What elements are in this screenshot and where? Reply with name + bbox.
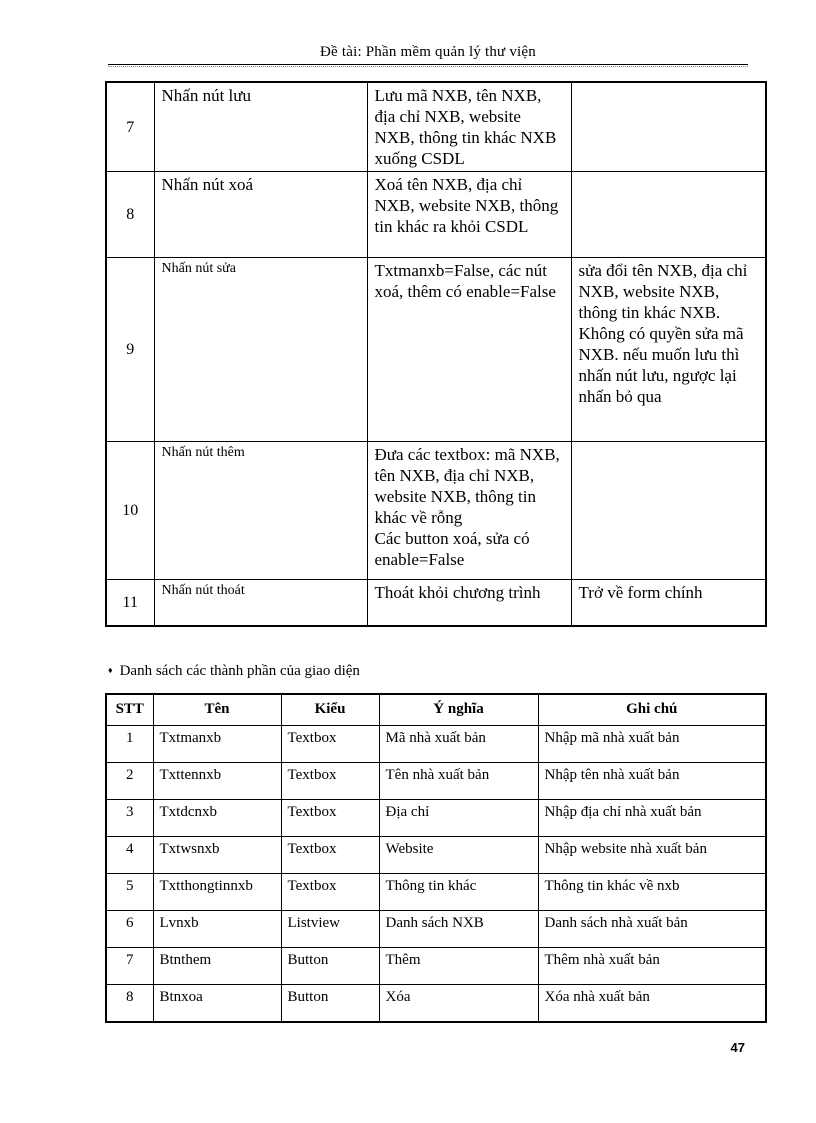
col-header-ynghia: Ý nghĩa — [378, 693, 539, 726]
table-row: 9 Nhấn nút sửa Txtmanxb=False, các nút x… — [105, 257, 767, 442]
cell-ynghia: Danh sách NXB — [378, 910, 539, 948]
cell-stt: 8 — [105, 984, 154, 1022]
col-header-ghichu: Ghi chú — [537, 693, 767, 726]
cell-ten: Txttennxb — [152, 762, 282, 800]
cell-kieu: Listview — [280, 910, 380, 948]
cell-kieu: Textbox — [280, 836, 380, 874]
actions-table: 7 Nhấn nút lưu Lưu mã NXB, tên NXB, địa … — [105, 81, 767, 627]
section-title: Danh sách các thành phần của giao diện — [119, 662, 360, 679]
cell-note — [570, 441, 767, 580]
cell-ten: Btnxoa — [152, 984, 282, 1022]
cell-stt: 2 — [105, 762, 154, 800]
cell-ghichu: Nhập địa chỉ nhà xuất bản — [537, 799, 767, 837]
cell-ten: Btnthem — [152, 947, 282, 985]
cell-ynghia: Tên nhà xuất bản — [378, 762, 539, 800]
cell-ynghia: Website — [378, 836, 539, 874]
cell-kieu: Button — [280, 984, 380, 1022]
cell-row-number: 10 — [105, 441, 155, 580]
cell-note — [570, 81, 767, 172]
table-row: 1 Txtmanxb Textbox Mã nhà xuất bản Nhập … — [105, 725, 767, 763]
section-heading: ♦ Danh sách các thành phần của giao diện — [108, 663, 816, 680]
cell-row-number: 7 — [105, 81, 155, 172]
running-head-title: Đề tài: Phần mềm quản lý thư viện — [320, 44, 536, 60]
cell-ynghia: Địa chỉ — [378, 799, 539, 837]
cell-stt: 6 — [105, 910, 154, 948]
table-row: 5 Txtthongtinnxb Textbox Thông tin khác … — [105, 873, 767, 911]
cell-ghichu: Nhập tên nhà xuất bản — [537, 762, 767, 800]
cell-ynghia: Mã nhà xuất bản — [378, 725, 539, 763]
table-row: 7 Btnthem Button Thêm Thêm nhà xuất bản — [105, 947, 767, 985]
col-header-ten: Tên — [152, 693, 282, 726]
cell-action: Nhấn nút thêm — [153, 441, 368, 580]
cell-ghichu: Nhập mã nhà xuất bản — [537, 725, 767, 763]
cell-note: Trở về form chính — [570, 579, 767, 626]
cell-result: Txtmanxb=False, các nút xoá, thêm có ena… — [366, 257, 572, 442]
col-header-stt: STT — [105, 693, 154, 726]
table-row: 8 Nhấn nút xoá Xoá tên NXB, địa chỉ NXB,… — [105, 171, 767, 258]
cell-ghichu: Thêm nhà xuất bản — [537, 947, 767, 985]
table-row: 7 Nhấn nút lưu Lưu mã NXB, tên NXB, địa … — [105, 81, 767, 172]
cell-kieu: Textbox — [280, 799, 380, 837]
diamond-bullet-icon: ♦ — [108, 664, 113, 675]
cell-ghichu: Nhập website nhà xuất bản — [537, 836, 767, 874]
cell-row-number: 9 — [105, 257, 155, 442]
cell-stt: 3 — [105, 799, 154, 837]
cell-note — [570, 171, 767, 258]
cell-action: Nhấn nút xoá — [153, 171, 368, 258]
table-header-row: STT Tên Kiểu Ý nghĩa Ghi chú — [105, 693, 767, 726]
table-row: 10 Nhấn nút thêm Đưa các textbox: mã NXB… — [105, 441, 767, 580]
cell-ghichu: Danh sách nhà xuất bản — [537, 910, 767, 948]
header-rule — [108, 64, 748, 67]
cell-kieu: Textbox — [280, 873, 380, 911]
table-row: 6 Lvnxb Listview Danh sách NXB Danh sách… — [105, 910, 767, 948]
cell-action: Nhấn nút lưu — [153, 81, 368, 172]
cell-ten: Txtdcnxb — [152, 799, 282, 837]
cell-stt: 4 — [105, 836, 154, 874]
cell-action: Nhấn nút thoát — [153, 579, 368, 626]
cell-ten: Txtwsnxb — [152, 836, 282, 874]
page-number: 47 — [730, 1040, 745, 1055]
table-row: 8 Btnxoa Button Xóa Xóa nhà xuất bản — [105, 984, 767, 1022]
cell-ten: Txtthongtinnxb — [152, 873, 282, 911]
cell-kieu: Textbox — [280, 762, 380, 800]
cell-stt: 7 — [105, 947, 154, 985]
cell-kieu: Textbox — [280, 725, 380, 763]
cell-stt: 5 — [105, 873, 154, 911]
cell-action: Nhấn nút sửa — [153, 257, 368, 442]
table-row: 11 Nhấn nút thoát Thoát khỏi chương trìn… — [105, 579, 767, 626]
cell-ghichu: Thông tin khác về nxb — [537, 873, 767, 911]
cell-result: Xoá tên NXB, địa chỉ NXB, website NXB, t… — [366, 171, 572, 258]
table-row: 3 Txtdcnxb Textbox Địa chỉ Nhập địa chỉ … — [105, 799, 767, 837]
cell-ten: Txtmanxb — [152, 725, 282, 763]
cell-row-number: 11 — [105, 579, 155, 626]
table-row: 4 Txtwsnxb Textbox Website Nhập website … — [105, 836, 767, 874]
cell-ynghia: Thêm — [378, 947, 539, 985]
cell-ynghia: Thông tin khác — [378, 873, 539, 911]
table-row: 2 Txttennxb Textbox Tên nhà xuất bản Nhậ… — [105, 762, 767, 800]
components-table: STT Tên Kiểu Ý nghĩa Ghi chú 1 Txtmanxb … — [105, 692, 767, 1023]
cell-result: Thoát khỏi chương trình — [366, 579, 572, 626]
cell-stt: 1 — [105, 725, 154, 763]
page-header: Đề tài: Phần mềm quản lý thư viện — [0, 0, 816, 67]
col-header-kieu: Kiểu — [280, 693, 380, 726]
cell-ynghia: Xóa — [378, 984, 539, 1022]
cell-kieu: Button — [280, 947, 380, 985]
cell-ten: Lvnxb — [152, 910, 282, 948]
cell-result: Đưa các textbox: mã NXB, tên NXB, địa ch… — [366, 441, 572, 580]
cell-result: Lưu mã NXB, tên NXB, địa chỉ NXB, websit… — [366, 81, 572, 172]
cell-note: sửa đổi tên NXB, địa chỉ NXB, website NX… — [570, 257, 767, 442]
cell-ghichu: Xóa nhà xuất bản — [537, 984, 767, 1022]
cell-row-number: 8 — [105, 171, 155, 258]
